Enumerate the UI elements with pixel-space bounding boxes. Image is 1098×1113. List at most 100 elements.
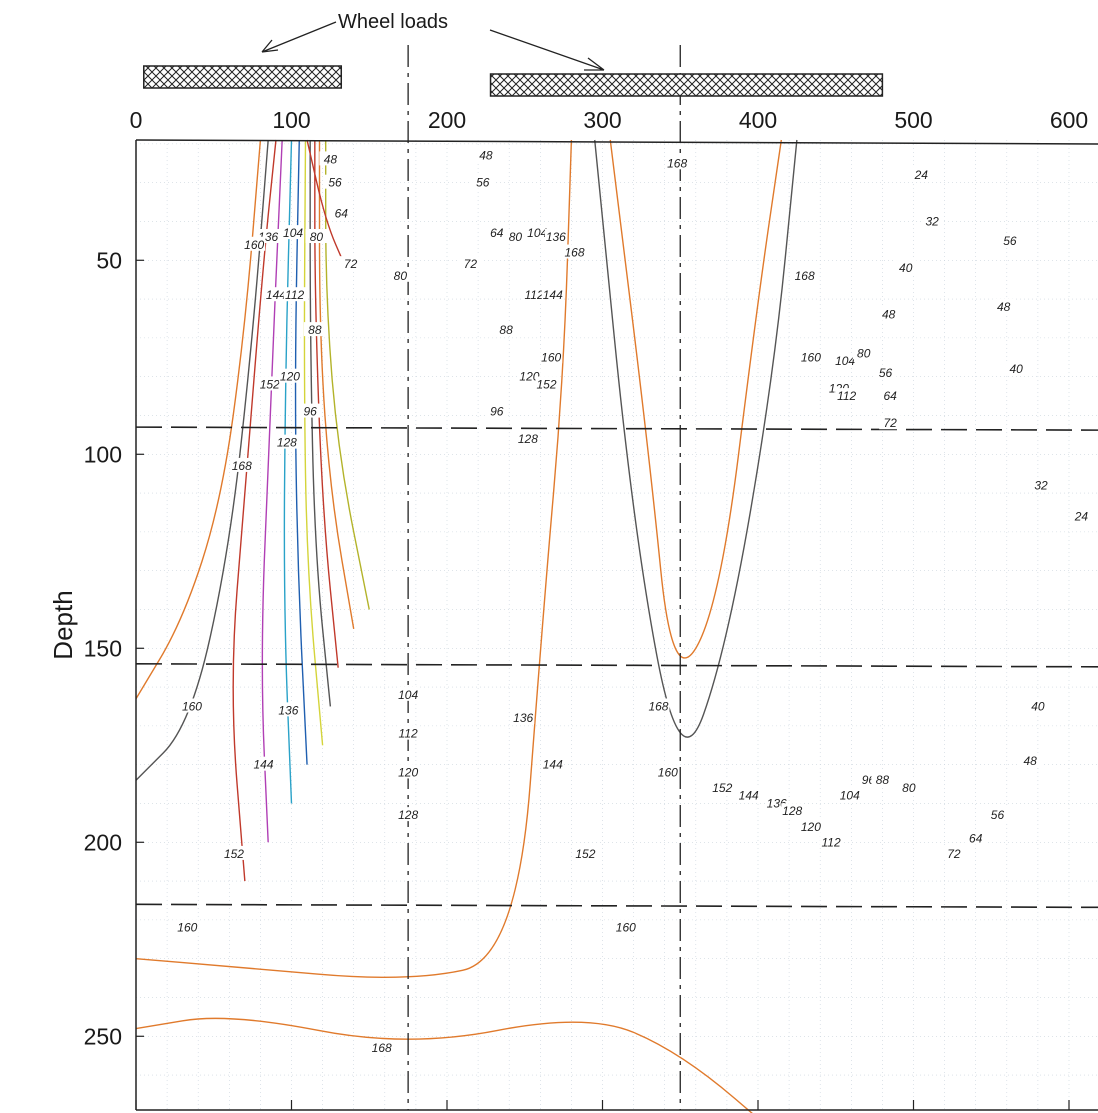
contour-label: 168 bbox=[564, 246, 584, 260]
contour-label-bg bbox=[835, 388, 858, 403]
contour-label: 120 bbox=[280, 370, 300, 384]
contour-label: 128 bbox=[518, 432, 538, 446]
contour-line-168 bbox=[609, 139, 783, 659]
contour-lines bbox=[135, 139, 798, 1113]
contour-line-152 bbox=[232, 139, 277, 882]
contour-label: 160 bbox=[616, 921, 636, 935]
contour-label: 112 bbox=[285, 288, 304, 302]
contour-label-bg bbox=[820, 834, 843, 849]
contour-label-bg bbox=[879, 415, 902, 430]
contour-label-bg bbox=[504, 229, 527, 243]
contour-line-160 bbox=[135, 139, 269, 781]
contour-label-bg bbox=[998, 232, 1021, 247]
wheel-loads-annotation: Wheel loads bbox=[338, 11, 448, 33]
contour-label-bg bbox=[397, 807, 420, 822]
contour-line-168 bbox=[135, 1017, 753, 1113]
contour-label-bg bbox=[614, 919, 637, 934]
reference-lines bbox=[135, 45, 1098, 1110]
contour-label: 32 bbox=[1034, 478, 1048, 492]
contour-label-bg bbox=[535, 376, 558, 391]
contour-label: 56 bbox=[879, 366, 893, 380]
contour-label: 112 bbox=[525, 288, 544, 302]
contour-label-bg bbox=[339, 256, 362, 271]
contour-label-bg bbox=[1019, 752, 1042, 767]
contour-label-bg bbox=[258, 376, 281, 391]
contour-label-bg bbox=[563, 244, 586, 259]
contour-label: 64 bbox=[335, 207, 349, 221]
contour-label-bg bbox=[243, 236, 266, 251]
contour-label-bg bbox=[544, 229, 567, 243]
ticks: 0 100 200 300 400 500 600 50 100 150 200 250 bbox=[84, 107, 1088, 1110]
contour-label-bg bbox=[879, 388, 902, 403]
contour-label-bg bbox=[877, 306, 900, 321]
contour-label: 80 bbox=[857, 346, 871, 360]
contour-label: 168 bbox=[667, 156, 687, 170]
contour-label: 120 bbox=[801, 820, 821, 834]
contour-label: 160 bbox=[177, 921, 197, 935]
contour-label: 168 bbox=[372, 1041, 392, 1055]
contour-label-bg bbox=[647, 698, 670, 713]
contour-label: 144 bbox=[253, 758, 273, 772]
contour-label: 160 bbox=[182, 699, 202, 713]
contour-label-bg bbox=[799, 349, 822, 364]
contour-label: 152 bbox=[260, 377, 280, 391]
contour-label-bg bbox=[1005, 360, 1028, 375]
contour-label-bg bbox=[838, 787, 861, 802]
contour-label: 112 bbox=[837, 389, 856, 403]
contour-label-bg bbox=[986, 807, 1009, 822]
contour-label-bg bbox=[1030, 477, 1053, 492]
contour-label-bg bbox=[305, 229, 328, 243]
contour-label: 56 bbox=[1003, 234, 1017, 248]
contour-label-bg bbox=[516, 430, 539, 445]
contour-label-bg bbox=[526, 225, 549, 240]
contour-label: 40 bbox=[1009, 362, 1023, 376]
contour-label-bg bbox=[278, 368, 301, 383]
contour-label-bg bbox=[793, 267, 816, 282]
contour-label-bg bbox=[324, 174, 347, 189]
contour-label-bg bbox=[180, 698, 203, 713]
contour-label: 72 bbox=[947, 847, 961, 861]
contour-label: 128 bbox=[782, 804, 802, 818]
contour-label-bg bbox=[541, 287, 564, 302]
contour-label-bg bbox=[666, 155, 689, 170]
contour-label-bg bbox=[230, 457, 253, 472]
y-tick-label: 50 bbox=[96, 247, 122, 273]
contour-label: 56 bbox=[476, 176, 490, 190]
contour-label: 72 bbox=[464, 257, 478, 271]
contour-label-bg bbox=[370, 1039, 393, 1054]
contour-label: 72 bbox=[344, 257, 358, 271]
contour-line-104 bbox=[314, 140, 339, 668]
contour-label-bg bbox=[852, 345, 875, 360]
wheel-loads bbox=[143, 65, 884, 97]
contour-label: 48 bbox=[479, 149, 493, 163]
contour-label: 24 bbox=[1074, 509, 1089, 523]
contour-label: 168 bbox=[795, 269, 815, 283]
contour-label-bg bbox=[319, 151, 342, 166]
contour-label: 152 bbox=[537, 377, 557, 391]
contour-label-bg bbox=[897, 779, 920, 794]
contour-label: 64 bbox=[883, 389, 897, 403]
contour-label: 88 bbox=[499, 323, 513, 337]
contour-line-96 bbox=[318, 140, 355, 629]
contour-label: 64 bbox=[969, 831, 983, 845]
contour-label: 136 bbox=[513, 711, 533, 725]
contour-line-128 bbox=[294, 139, 308, 765]
x-tick-label: 600 bbox=[1050, 107, 1088, 133]
contour-label: 160 bbox=[658, 765, 678, 779]
contour-label: 128 bbox=[277, 436, 297, 450]
contour-label: 144 bbox=[543, 758, 563, 772]
x-tick-label: 0 bbox=[130, 107, 143, 133]
contour-label: 56 bbox=[328, 176, 342, 190]
contour-label: 80 bbox=[509, 230, 523, 244]
contour-line-88 bbox=[325, 140, 370, 610]
horizontal-reference-line bbox=[135, 426, 1098, 431]
contour-label: 120 bbox=[398, 765, 418, 779]
contour-label-bg bbox=[275, 434, 298, 449]
contour-label: 40 bbox=[899, 261, 913, 275]
contour-label: 112 bbox=[822, 835, 841, 849]
contour-label: 88 bbox=[876, 773, 890, 787]
contour-label-bg bbox=[834, 353, 857, 368]
axes bbox=[135, 139, 1098, 1111]
contour-line-112 bbox=[309, 140, 332, 707]
